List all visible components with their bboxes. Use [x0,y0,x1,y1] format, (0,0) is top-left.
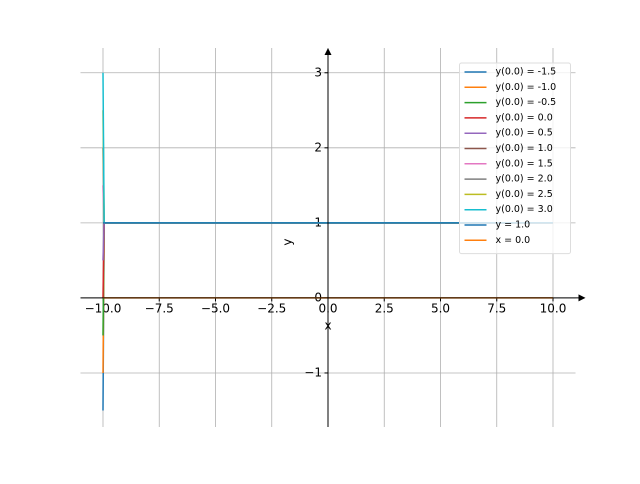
legend-label: y(0.0) = 2.5 [496,189,553,200]
x-tick-label: 10.0 [540,301,567,315]
legend-label: y(0.0) = -1.5 [496,67,557,78]
x-tick-label: 7.5 [487,301,506,315]
x-tick-label: 2.5 [375,301,394,315]
legend-label: y(0.0) = -1.0 [496,82,557,93]
legend-label: y(0.0) = 2.0 [496,174,553,185]
x-axis-arrow [578,294,586,302]
legend-label: y(0.0) = 1.5 [496,158,553,169]
legend-label: y(0.0) = 0.0 [496,112,553,123]
y-tick-label: −1 [304,365,322,379]
x-tick-label: −2.5 [257,301,286,315]
legend-label: y = 1.0 [496,220,531,231]
x-tick-label: 5.0 [431,301,450,315]
legend-label: y(0.0) = 0.5 [496,128,553,139]
y-axis-label: y [281,238,295,245]
x-tick-label: −5.0 [201,301,230,315]
legend-box [459,62,571,255]
legend-label: y(0.0) = -0.5 [496,97,557,108]
legend-label: x = 0.0 [496,235,531,246]
x-tick-label: −7.5 [145,301,174,315]
y-axis-arrow [324,48,332,55]
legend-label: y(0.0) = 3.0 [496,204,553,215]
legend-label: y(0.0) = 1.0 [496,143,553,154]
y-tick-label: 2 [314,140,322,154]
y-tick-label: 3 [314,65,322,79]
